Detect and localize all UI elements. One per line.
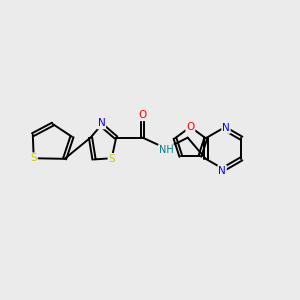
Text: N: N bbox=[218, 166, 226, 176]
Text: S: S bbox=[30, 153, 37, 163]
Text: O: O bbox=[139, 110, 147, 120]
Text: NH: NH bbox=[159, 145, 174, 155]
Text: S: S bbox=[108, 154, 115, 164]
Text: N: N bbox=[222, 123, 230, 133]
Text: O: O bbox=[186, 122, 194, 132]
Text: N: N bbox=[98, 118, 105, 128]
